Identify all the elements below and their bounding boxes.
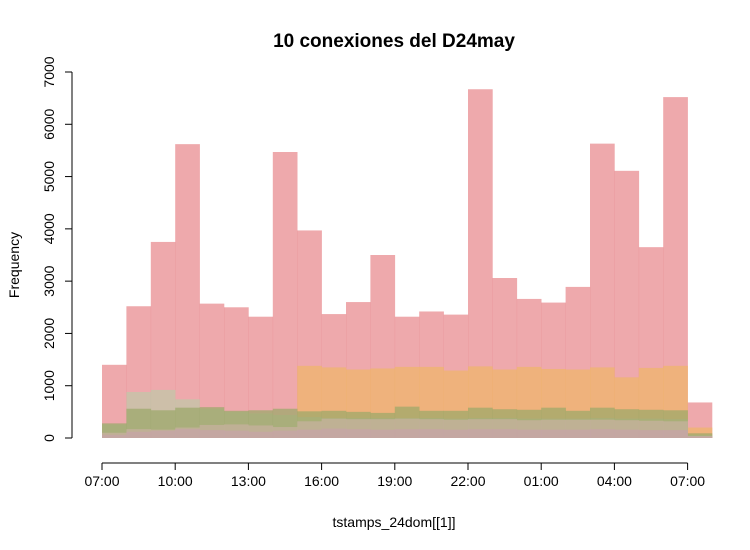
chart-title: 10 conexiones del D24may (273, 31, 515, 52)
bar-s6-12 (370, 429, 396, 438)
bar-s6-11 (346, 429, 371, 438)
x-tick-label-7: 01:00 (524, 473, 559, 489)
bar-s6-25 (687, 436, 713, 438)
x-tick-label-1: 07:00 (84, 473, 119, 489)
bar-s6-3 (150, 430, 176, 438)
bar-s1-8 (272, 152, 298, 438)
x-axis: 07:00 10:00 13:00 16:00 19:00 22:00 01:00 04:00… (84, 462, 705, 489)
bar-s6-6 (224, 430, 249, 438)
histogram-bars (102, 89, 713, 438)
bar-s6-7 (248, 431, 274, 438)
y-tick-label-8: 7000 (41, 56, 57, 87)
bar-s6-16 (468, 429, 493, 438)
bar-s6-8 (272, 430, 298, 438)
bar-s6-23 (638, 430, 664, 438)
bar-s6-17 (492, 429, 518, 438)
y-tick-label-3: 2000 (41, 318, 57, 349)
x-tick-label-4: 16:00 (304, 473, 339, 489)
bar-s6-5 (199, 430, 225, 438)
bar-s6-4 (175, 429, 200, 438)
bar-s6-15 (443, 429, 469, 438)
x-tick-label-5: 19:00 (377, 473, 412, 489)
y-tick-label-4: 3000 (41, 265, 57, 296)
y-tick-label-1: 0 (41, 434, 57, 442)
bar-s2-25 (687, 427, 713, 438)
bar-s6-10 (321, 428, 347, 438)
bar-s6-19 (541, 429, 566, 438)
x-tick-label-9: 07:00 (670, 473, 705, 489)
x-tick-label-3: 13:00 (231, 473, 266, 489)
y-tick-label-6: 5000 (41, 161, 57, 192)
y-axis: 0 1000 2000 3000 4000 5000 6000 7000 (41, 56, 73, 442)
x-tick-label-2: 10:00 (158, 473, 193, 489)
bar-s6-20 (565, 429, 591, 438)
x-tick-label-6: 22:00 (450, 473, 485, 489)
bar-s6-22 (614, 429, 640, 438)
bar-s6-18 (516, 429, 542, 438)
bar-s6-13 (394, 429, 420, 438)
bar-s6-1 (102, 434, 127, 438)
y-tick-label-2: 1000 (41, 370, 57, 401)
y-tick-label-7: 6000 (41, 109, 57, 140)
bar-s6-9 (297, 429, 322, 438)
bar-s6-14 (419, 429, 444, 438)
x-tick-label-8: 04:00 (597, 473, 632, 489)
y-tick-label-5: 4000 (41, 213, 57, 244)
bar-s6-21 (590, 429, 615, 438)
bar-s1-4 (175, 144, 200, 438)
x-axis-label: tstamps_24dom[[1]] (333, 514, 456, 530)
bar-s6-2 (126, 431, 152, 438)
bar-s4-25 (687, 433, 713, 438)
bar-s6-24 (663, 430, 688, 438)
y-axis-label: Frequency (6, 232, 22, 298)
